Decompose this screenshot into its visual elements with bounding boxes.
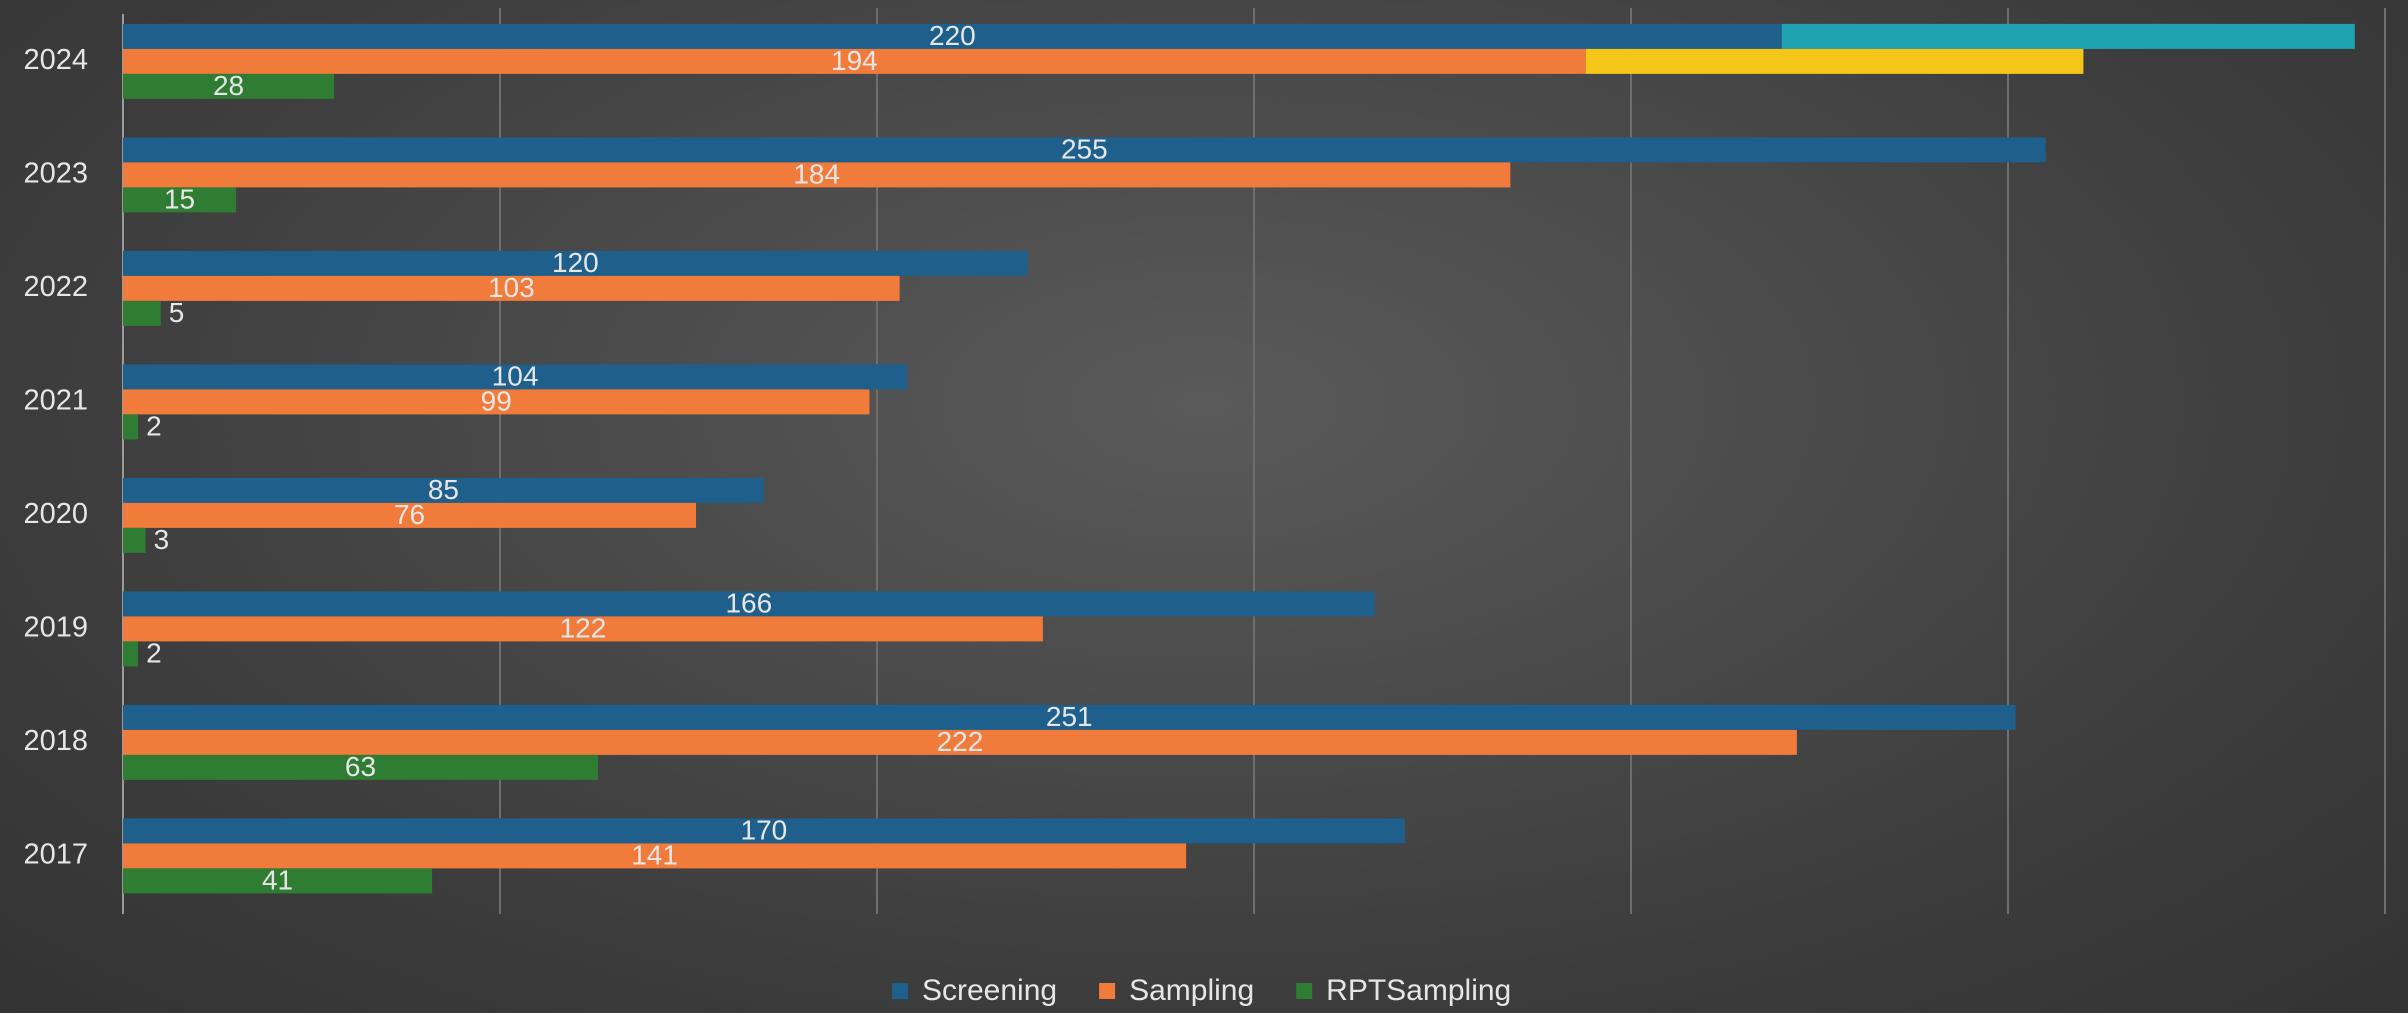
data-label: 122 — [560, 612, 607, 643]
bar — [123, 591, 1375, 617]
data-label: 170 — [741, 814, 788, 845]
y-tick-label: 2018 — [23, 725, 88, 757]
data-label: 184 — [793, 158, 840, 189]
y-tick-label: 2021 — [23, 385, 88, 417]
y-tick-label: 2019 — [23, 612, 88, 644]
bar — [123, 616, 1043, 642]
y-tick-label: 2024 — [23, 44, 88, 76]
y-tick-label: 2023 — [23, 158, 88, 190]
legend: Screening Sampling RPTSampling — [892, 974, 1511, 1007]
bar — [123, 754, 599, 780]
bar — [123, 73, 335, 99]
bar — [123, 868, 433, 894]
data-label: 76 — [394, 499, 425, 530]
data-label: 85 — [428, 474, 459, 505]
data-label: 255 — [1061, 133, 1108, 164]
data-label: 194 — [831, 45, 878, 76]
data-label: 2 — [146, 410, 162, 441]
data-label: 99 — [481, 385, 512, 416]
data-label: 3 — [154, 524, 170, 555]
data-label: 103 — [488, 272, 535, 303]
data-label: 222 — [937, 726, 984, 757]
bar — [123, 300, 161, 326]
bar-extension — [1585, 48, 2084, 74]
bar — [123, 23, 1782, 49]
y-tick-label: 2022 — [23, 271, 88, 303]
bar — [123, 527, 146, 553]
legend-swatch — [892, 983, 908, 999]
bar — [123, 414, 139, 440]
bar — [123, 275, 900, 301]
data-label: 28 — [213, 70, 244, 101]
data-label: 63 — [345, 751, 376, 782]
bar — [123, 843, 1187, 869]
data-label: 166 — [725, 587, 772, 618]
data-label: 251 — [1046, 701, 1093, 732]
bar — [123, 818, 1405, 844]
data-label: 41 — [262, 864, 293, 895]
y-tick-label: 2020 — [23, 498, 88, 530]
legend-label: Screening — [922, 974, 1057, 1007]
legend-swatch — [1296, 983, 1313, 999]
data-label: 104 — [492, 360, 539, 391]
bar — [123, 389, 870, 415]
bar — [123, 48, 1586, 74]
bar — [123, 477, 764, 503]
y-tick-label: 2017 — [23, 839, 88, 871]
data-label: 220 — [929, 20, 976, 51]
bar — [123, 502, 697, 528]
legend-swatch — [1099, 983, 1116, 999]
bar — [123, 364, 908, 390]
bar — [123, 704, 2016, 730]
data-label: 5 — [169, 297, 185, 328]
bar — [123, 137, 2046, 163]
legend-label: RPTSampling — [1326, 974, 1511, 1007]
bar — [123, 641, 139, 667]
data-label: 141 — [631, 839, 678, 870]
bar — [123, 729, 1797, 755]
data-label: 2 — [146, 637, 162, 668]
bar-extension — [1781, 23, 2355, 49]
data-label: 120 — [552, 247, 599, 278]
data-label: 15 — [164, 183, 195, 214]
bar — [123, 187, 237, 213]
bar — [123, 162, 1511, 188]
bar — [123, 250, 1028, 276]
legend-label: Sampling — [1129, 974, 1254, 1007]
